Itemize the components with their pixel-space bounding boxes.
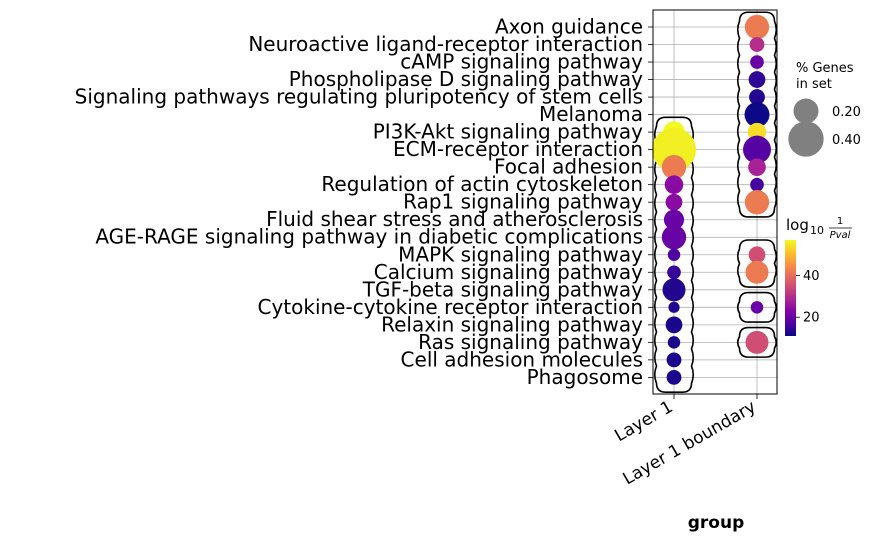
size-legend-marker bbox=[794, 99, 819, 124]
colorbar bbox=[785, 240, 796, 336]
colorbar-title: log bbox=[786, 216, 809, 234]
data-point bbox=[749, 246, 766, 263]
data-point bbox=[667, 265, 681, 279]
data-point bbox=[668, 302, 679, 313]
colorbar-title-denominator: Pval bbox=[830, 230, 851, 241]
data-point bbox=[666, 316, 683, 333]
data-point bbox=[745, 190, 769, 214]
colorbar-title-numerator: 1 bbox=[837, 216, 843, 227]
data-point bbox=[667, 352, 682, 367]
x-tick-label: Layer 1 bbox=[611, 397, 676, 446]
size-legend: % Genes in set 0.20 0.40 bbox=[788, 61, 861, 157]
data-point bbox=[662, 278, 685, 301]
data-point bbox=[667, 370, 682, 385]
x-axis-label: group bbox=[688, 513, 745, 533]
size-legend-marker bbox=[788, 121, 823, 156]
colorbar-tick-label: 20 bbox=[803, 311, 820, 326]
size-legend-label: 0.40 bbox=[832, 133, 861, 148]
data-point bbox=[668, 249, 681, 262]
data-point bbox=[745, 261, 768, 284]
data-point bbox=[751, 301, 764, 314]
data-point bbox=[749, 71, 766, 88]
data-points bbox=[652, 15, 771, 385]
colorbar-title-log: log bbox=[786, 216, 809, 234]
data-point bbox=[662, 225, 686, 249]
data-point bbox=[750, 55, 764, 69]
data-point bbox=[745, 331, 768, 354]
y-tick-label: Phagosome bbox=[527, 365, 643, 389]
data-point bbox=[750, 178, 764, 192]
size-legend-title-line-1: % Genes bbox=[796, 61, 854, 76]
data-point bbox=[666, 194, 683, 211]
data-point bbox=[668, 336, 681, 349]
data-point bbox=[748, 158, 766, 176]
color-legend: log 10 1 Pval 20 40 bbox=[785, 216, 852, 336]
size-legend-title-line-2: in set bbox=[796, 77, 832, 92]
data-point bbox=[750, 37, 765, 52]
colorbar-tick-label: 40 bbox=[803, 269, 820, 284]
size-legend-label: 0.20 bbox=[832, 105, 861, 120]
colorbar-title-base: 10 bbox=[810, 224, 824, 237]
data-point bbox=[665, 175, 684, 194]
data-point bbox=[745, 15, 769, 39]
